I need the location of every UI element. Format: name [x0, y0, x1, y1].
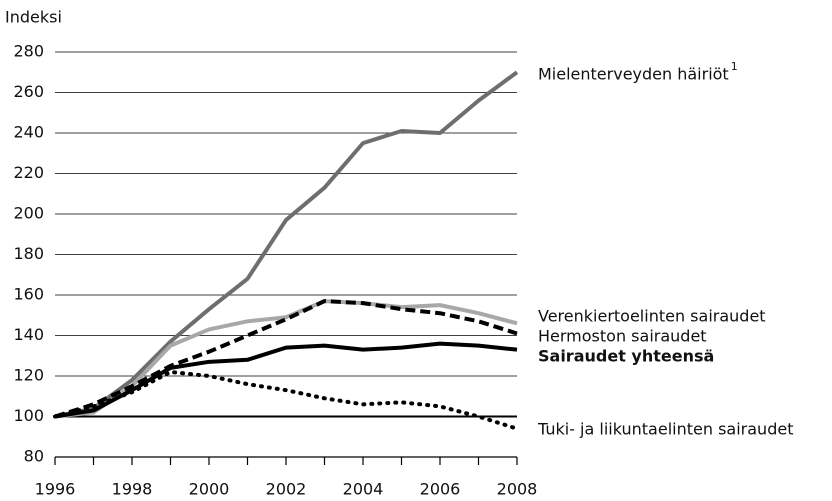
series-label: Sairaudet yhteensä [538, 347, 714, 366]
y-tick-label: 140 [13, 325, 44, 344]
series-line [54, 70, 519, 419]
series-line [54, 299, 518, 419]
x-tick-label: 1996 [35, 480, 76, 499]
x-tick-label: 2006 [420, 480, 461, 499]
x-tick-label: 2002 [266, 480, 307, 499]
series-label: Verenkiertoelinten sairaudet [538, 307, 766, 326]
series-line [54, 299, 518, 419]
y-tick-label: 80 [24, 447, 44, 466]
y-tick-label: 180 [13, 244, 44, 263]
y-tick-label: 240 [13, 123, 44, 142]
series-line [53, 369, 519, 431]
footnote-mark: 1 [731, 60, 738, 73]
series-label: Mielenterveyden häiriöt [538, 65, 729, 84]
y-tick-label: 120 [13, 366, 44, 385]
y-tick-label: 200 [13, 204, 44, 223]
series-label: Hermoston sairaudet [538, 327, 707, 346]
series-label: Tuki- ja liikuntaelinten sairaudet [537, 420, 793, 439]
series-line [54, 341, 518, 419]
x-tick-label: 2004 [343, 480, 384, 499]
y-tick-label: 260 [13, 82, 44, 101]
y-tick-label: 160 [13, 285, 44, 304]
y-tick-label: 100 [13, 406, 44, 425]
y-axis-label: Indeksi [5, 8, 62, 27]
y-tick-label: 280 [13, 42, 44, 61]
x-tick-label: 2000 [189, 480, 230, 499]
x-tick-label: 2008 [497, 480, 538, 499]
x-tick-label: 1998 [112, 480, 153, 499]
y-tick-label: 220 [13, 163, 44, 182]
